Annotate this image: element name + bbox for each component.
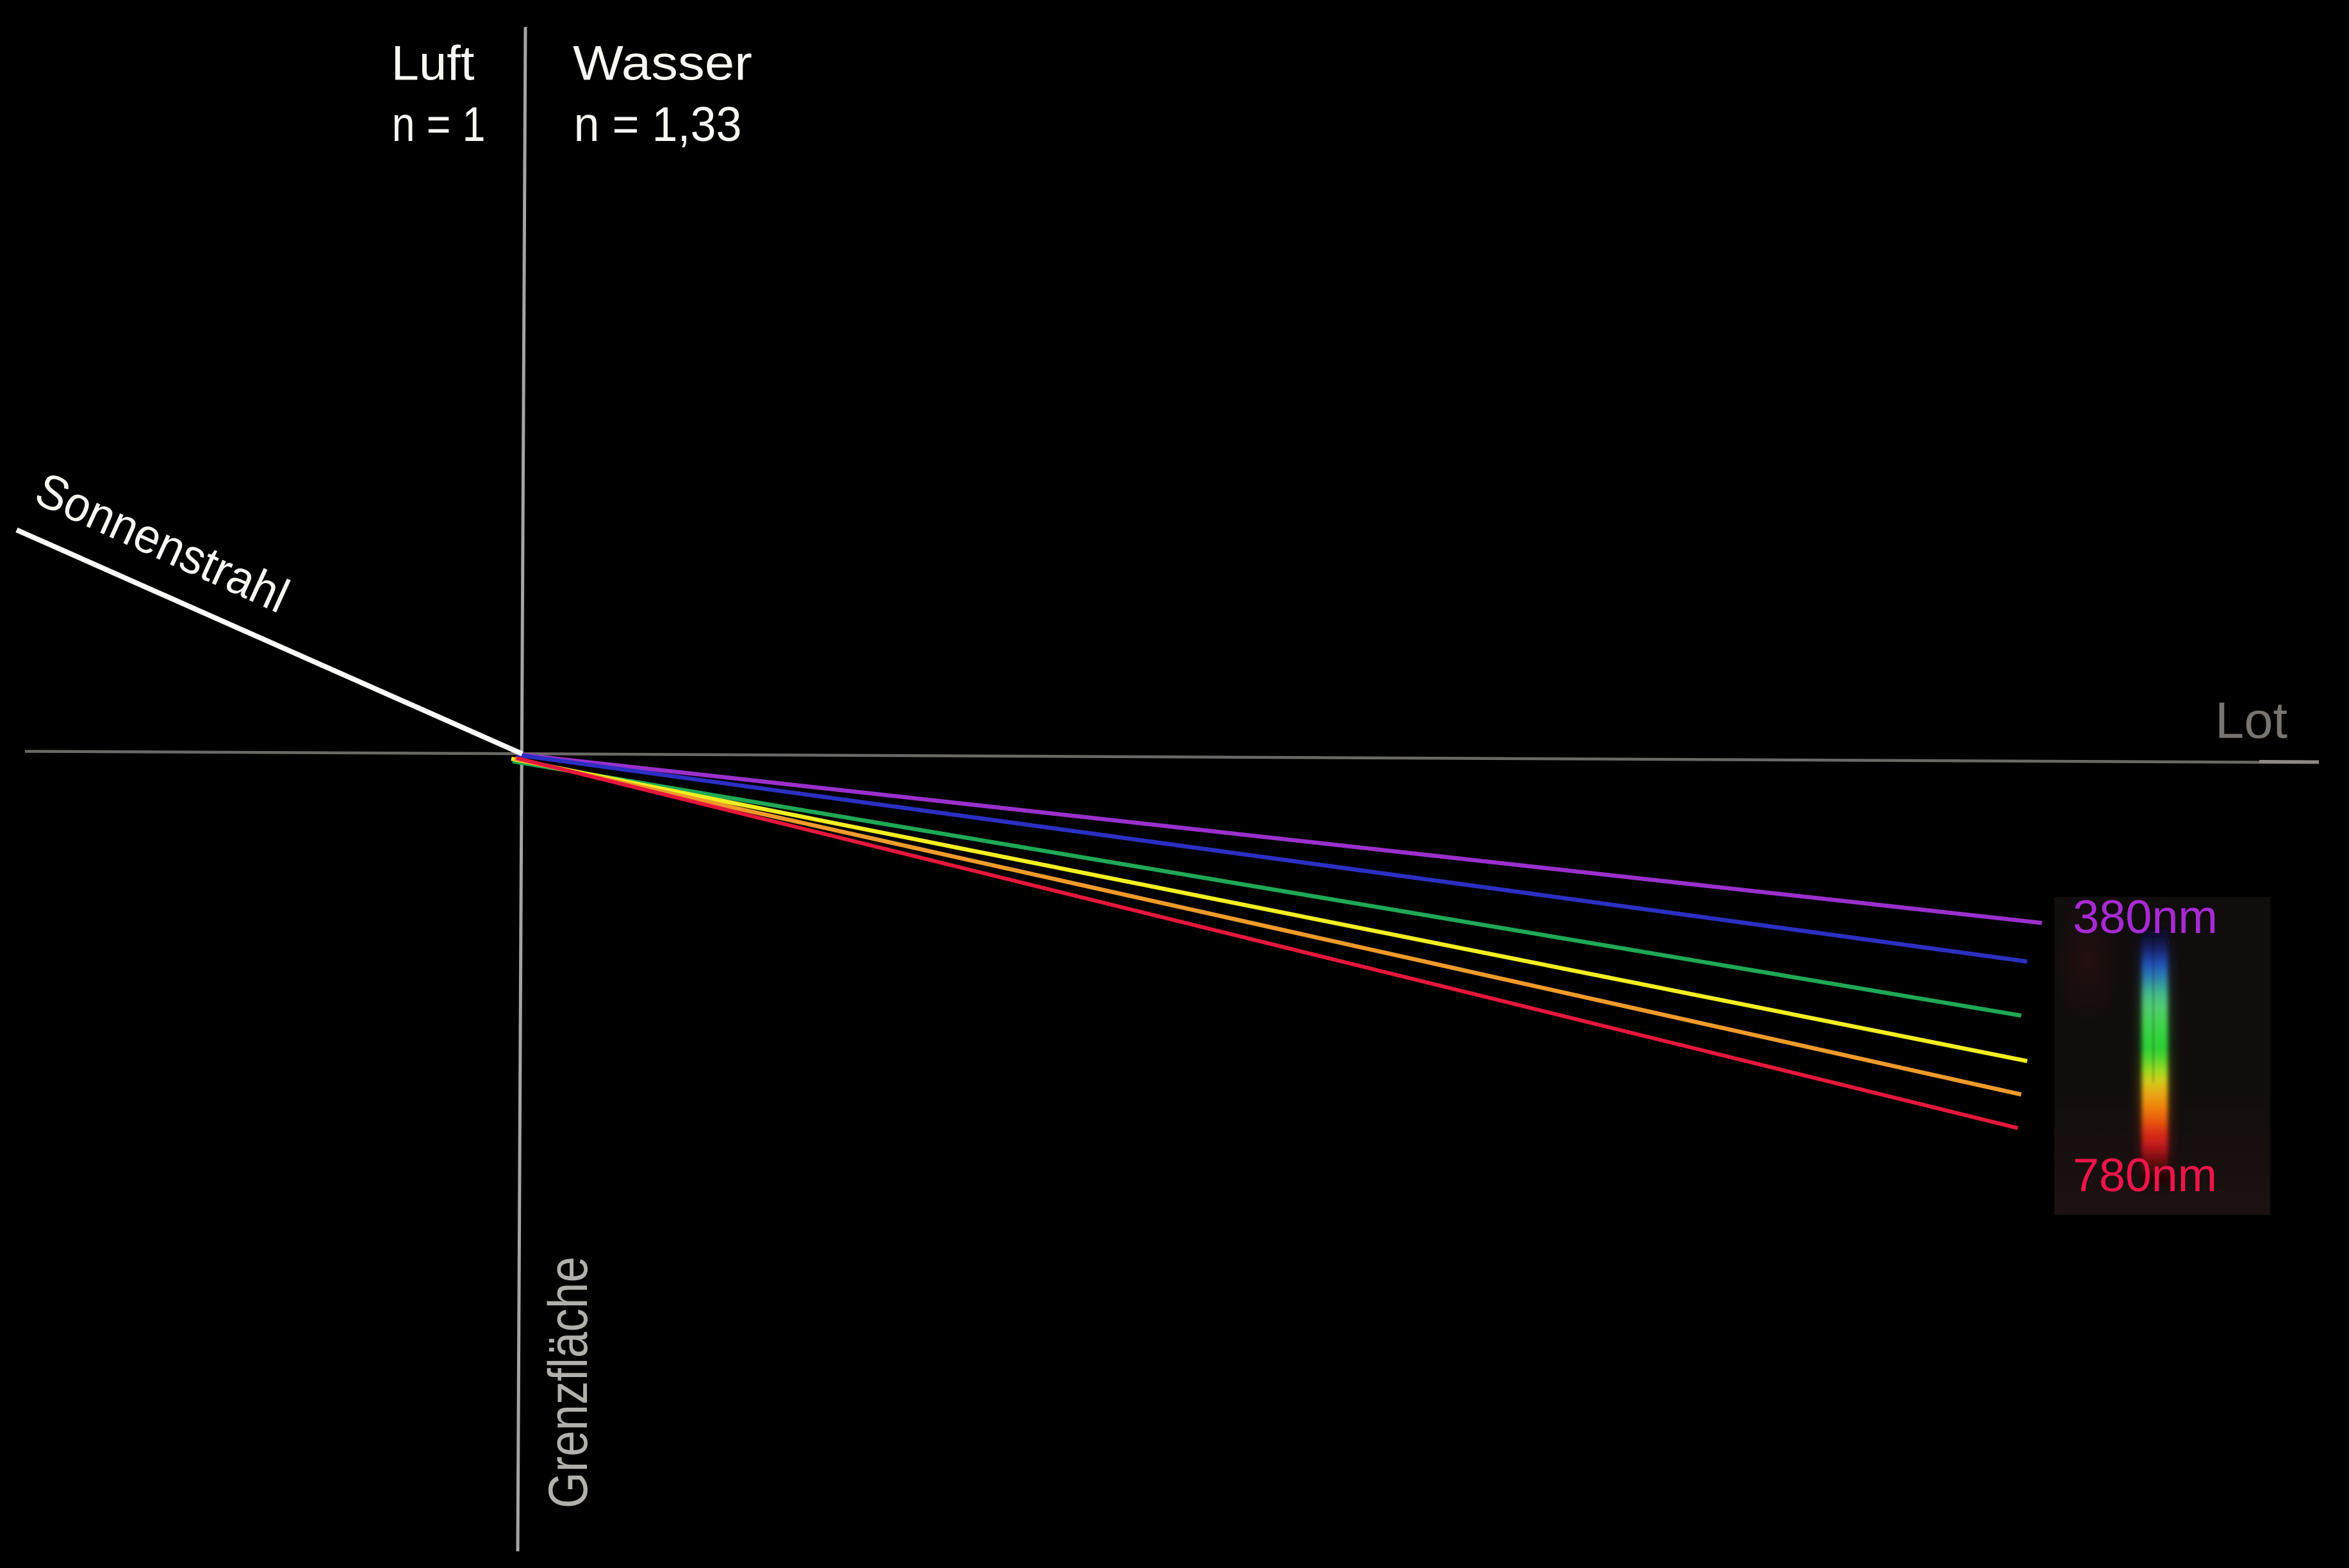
svg-text:Wasser: Wasser xyxy=(573,37,752,91)
svg-text:n = 1,33: n = 1,33 xyxy=(574,97,742,152)
svg-text:780nm: 780nm xyxy=(2073,1150,2217,1201)
svg-text:Luft: Luft xyxy=(392,37,475,91)
svg-text:n = 1: n = 1 xyxy=(392,97,486,152)
svg-text:380nm: 380nm xyxy=(2073,891,2218,943)
svg-text:Lot: Lot xyxy=(2215,692,2287,749)
svg-text:Grenzfläche: Grenzfläche xyxy=(538,1257,599,1508)
